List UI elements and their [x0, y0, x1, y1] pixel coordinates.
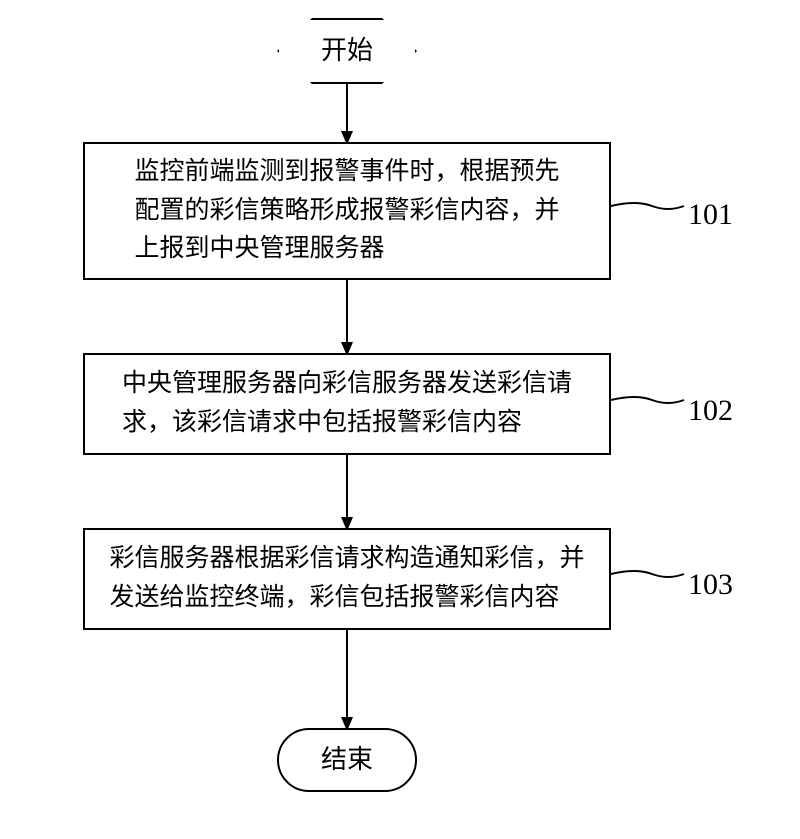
callout-l102	[611, 397, 684, 403]
step-label-103: 103	[688, 562, 733, 609]
flowchart-canvas: 开始 监控前端监测到报警事件时，根据预先 配置的彩信策略形成报警彩信内容，并 上…	[0, 0, 800, 839]
callout-l101	[611, 203, 684, 209]
step-label-102: 102	[688, 388, 733, 435]
process-step-102: 中央管理服务器向彩信服务器发送彩信请 求，该彩信请求中包括报警彩信内容	[83, 353, 611, 455]
start-node: 开始	[277, 18, 417, 84]
process-step-102-text: 中央管理服务器向彩信服务器发送彩信请 求，该彩信请求中包括报警彩信内容	[122, 365, 572, 443]
process-step-101: 监控前端监测到报警事件时，根据预先 配置的彩信策略形成报警彩信内容，并 上报到中…	[83, 142, 611, 280]
callout-l103	[611, 571, 684, 577]
step-label-101-text: 101	[688, 198, 733, 231]
process-step-103-text: 彩信服务器根据彩信请求构造通知彩信，并 发送给监控终端，彩信包括报警彩信内容	[109, 540, 584, 618]
step-label-103-text: 103	[688, 568, 733, 601]
process-step-103: 彩信服务器根据彩信请求构造通知彩信，并 发送给监控终端，彩信包括报警彩信内容	[83, 528, 611, 630]
step-label-102-text: 102	[688, 394, 733, 427]
start-node-label: 开始	[321, 31, 373, 71]
end-node: 结束	[277, 728, 417, 792]
step-label-101: 101	[688, 192, 733, 239]
process-step-101-text: 监控前端监测到报警事件时，根据预先 配置的彩信策略形成报警彩信内容，并 上报到中…	[134, 153, 559, 269]
end-node-label: 结束	[321, 740, 373, 780]
